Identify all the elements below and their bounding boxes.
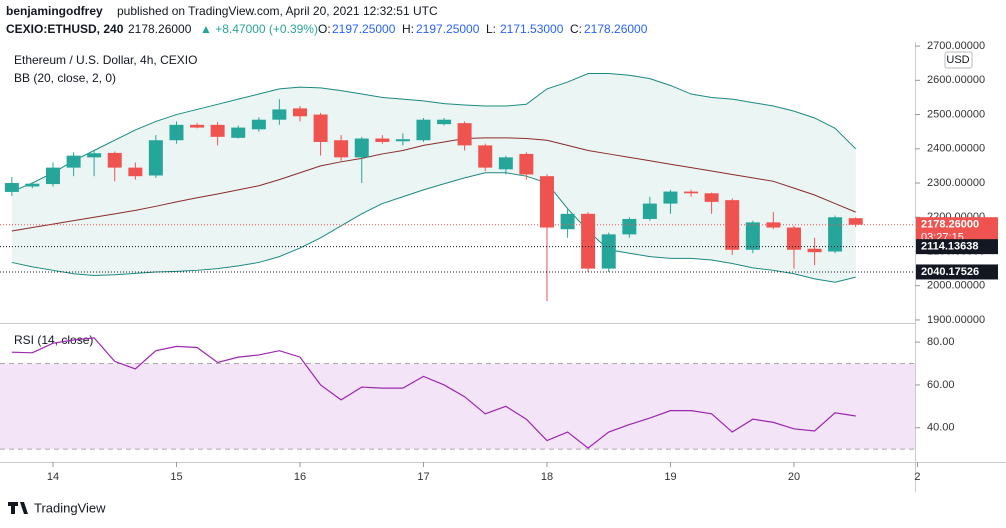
candle-body — [210, 124, 225, 137]
ohlc-label: L: — [486, 22, 496, 36]
candle-body — [66, 155, 81, 168]
candle-body — [807, 248, 822, 253]
ohlc-label: C: — [570, 22, 582, 36]
candle-body — [786, 227, 801, 250]
y-tick-label: 40.00 — [927, 422, 955, 434]
candle-body — [828, 217, 843, 252]
ohlc-label: O: — [318, 22, 331, 36]
x-tick-label: 15 — [170, 471, 182, 483]
candle-body — [437, 119, 452, 125]
candle-body — [231, 127, 246, 138]
last-price: 2178.26000 — [128, 22, 192, 36]
bb-fill — [11, 73, 856, 283]
candle-body — [581, 213, 596, 269]
y-tick-label: 2000.00000 — [927, 280, 985, 292]
candle-body — [272, 109, 287, 120]
y-tick-label: 2700.00000 — [927, 40, 985, 52]
ohlc-label: H: — [402, 22, 414, 36]
ohlc-value: 2178.26000 — [584, 22, 648, 36]
author: benjamingodfrey — [6, 4, 103, 18]
y-tick-label: 2600.00000 — [927, 74, 985, 86]
candle-body — [539, 176, 554, 228]
candle-body — [148, 140, 163, 176]
x-tick-label: 14 — [47, 471, 59, 483]
candle-body — [251, 119, 266, 130]
price-label: 2114.13638 — [921, 241, 979, 253]
candle-body — [354, 138, 369, 158]
candle-body — [519, 153, 534, 175]
price-label: 2178.26000 — [921, 219, 979, 231]
x-tick-label: 18 — [541, 471, 553, 483]
x-tick-label: 19 — [664, 471, 676, 483]
rsi-line — [11, 337, 856, 449]
candle-body — [457, 123, 472, 146]
rsi-band — [0, 363, 915, 450]
candle-body — [560, 213, 575, 230]
y-tick-label: 60.00 — [927, 379, 955, 391]
candle-body — [107, 152, 122, 168]
published: published on TradingView.com, April 20, … — [117, 4, 438, 18]
candle-body — [87, 153, 102, 158]
candle-body — [642, 203, 657, 219]
candle-body — [45, 167, 60, 185]
ohlc-value: 2171.53000 — [500, 22, 564, 36]
candle-body — [313, 114, 328, 142]
change: ▲ +8.47000 (+0.39%) — [200, 22, 318, 36]
candle-body — [601, 234, 616, 269]
price-label-box — [916, 239, 998, 255]
x-tick-label: 17 — [417, 471, 429, 483]
symbol: CEXIO:ETHUSD, 240 — [6, 22, 124, 36]
indicator-title: BB (20, close, 2, 0) — [14, 71, 116, 85]
ohlc-value: 2197.25000 — [332, 22, 396, 36]
pane-title: Ethereum / U.S. Dollar, 4h, CEXIO — [14, 53, 197, 67]
ohlc-value: 2197.25000 — [416, 22, 480, 36]
currency: USD — [946, 54, 969, 66]
candle-body — [169, 124, 184, 141]
brand: TradingView — [34, 500, 106, 515]
candle-body — [663, 191, 678, 204]
candle-body — [25, 183, 40, 187]
candle-body — [498, 157, 513, 170]
y-tick-label: 2400.00000 — [927, 143, 985, 155]
x-tick-label: 16 — [294, 471, 306, 483]
x-tick-label: 20 — [788, 471, 800, 483]
rsi-title: RSI (14, close) — [14, 333, 93, 347]
bb-line — [11, 72, 857, 193]
candle-body — [416, 119, 431, 141]
candle-body — [190, 124, 205, 128]
candle-body — [745, 222, 760, 250]
y-tick-label: 80.00 — [927, 336, 955, 348]
candle-body — [848, 218, 863, 225]
candle-body — [766, 222, 781, 228]
candle-body — [684, 191, 699, 194]
candle-body — [704, 193, 719, 202]
candle-body — [334, 140, 349, 158]
candle-body — [622, 218, 637, 235]
candle-body — [128, 167, 143, 177]
price-label-box — [916, 264, 998, 280]
y-tick-label: 2500.00000 — [927, 108, 985, 120]
logo — [8, 502, 28, 514]
currency-box — [944, 51, 973, 69]
candle-body — [395, 139, 410, 142]
bb-line — [11, 137, 856, 232]
candle-body — [4, 183, 19, 192]
y-tick-label: 2300.00000 — [927, 177, 985, 189]
x-tick-label: 2 — [914, 471, 920, 483]
candle-body — [375, 138, 390, 142]
candle-body — [292, 108, 307, 117]
y-tick-label: 1900.00000 — [927, 314, 985, 326]
price-label: 2040.17526 — [921, 266, 979, 278]
bb-line — [11, 172, 856, 283]
candle-body — [478, 145, 493, 168]
